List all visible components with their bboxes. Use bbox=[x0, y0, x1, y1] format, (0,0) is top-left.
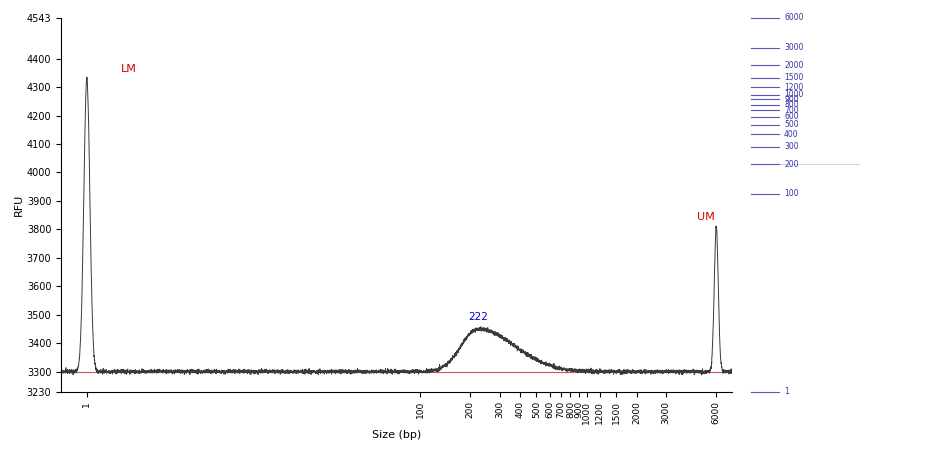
Text: 500: 500 bbox=[784, 120, 799, 129]
Text: 400: 400 bbox=[784, 130, 799, 139]
Text: UM: UM bbox=[697, 212, 715, 222]
Text: 222: 222 bbox=[468, 312, 487, 322]
Text: 1500: 1500 bbox=[784, 73, 804, 82]
Text: 1200: 1200 bbox=[784, 83, 804, 92]
Text: 2000: 2000 bbox=[784, 61, 804, 70]
Text: 100: 100 bbox=[784, 189, 798, 198]
Text: 300: 300 bbox=[784, 142, 799, 151]
Text: 600: 600 bbox=[784, 112, 799, 122]
Text: 900: 900 bbox=[784, 95, 799, 104]
Text: 700: 700 bbox=[784, 106, 799, 115]
Text: 200: 200 bbox=[784, 160, 798, 169]
Text: LM: LM bbox=[121, 64, 137, 74]
Text: 800: 800 bbox=[784, 100, 798, 109]
Text: 6000: 6000 bbox=[784, 14, 804, 22]
Text: 1: 1 bbox=[784, 387, 789, 396]
Text: 3000: 3000 bbox=[784, 43, 804, 52]
X-axis label: Size (bp): Size (bp) bbox=[372, 430, 422, 440]
Y-axis label: RFU: RFU bbox=[14, 194, 23, 216]
Text: 1000: 1000 bbox=[784, 90, 804, 99]
